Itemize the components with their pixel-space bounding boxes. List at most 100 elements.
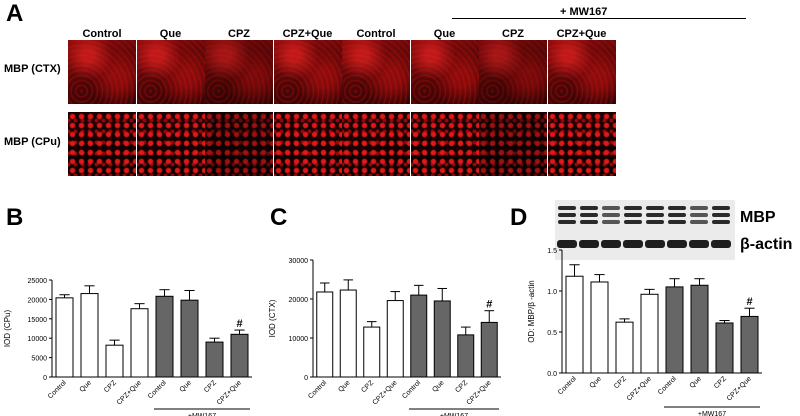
panel-d-letter: D xyxy=(510,204,528,231)
mbp-band-5 xyxy=(668,220,686,224)
panel-a-letter: A xyxy=(6,0,24,27)
panel-b-letter: B xyxy=(6,204,24,231)
micrograph-cpu-0 xyxy=(68,112,136,176)
x-tick-label: Que xyxy=(689,375,703,389)
actin-band-6 xyxy=(689,240,709,248)
mw167-group-label: + MW167 xyxy=(560,6,608,18)
column-label-7: CPZ+Que xyxy=(556,28,607,40)
mw167-group-line xyxy=(452,18,746,19)
bar xyxy=(410,294,428,378)
micrograph-ctx-4 xyxy=(342,40,410,104)
column-label-0: Control xyxy=(82,28,122,40)
bar xyxy=(457,334,475,378)
actin-band-3 xyxy=(623,240,643,248)
y-tick-label: 25000 xyxy=(28,278,48,285)
micrograph-cpu-2 xyxy=(205,112,273,176)
bar xyxy=(155,295,174,378)
y-tick-label: 10000 xyxy=(28,336,48,343)
row-label-cpu: MBP (CPu) xyxy=(4,136,61,148)
mbp-band-7 xyxy=(712,213,730,217)
significance-mark: # xyxy=(486,299,492,311)
scale-bar xyxy=(718,167,742,170)
mbp-band-3 xyxy=(624,206,642,210)
micrograph-ctx-7 xyxy=(547,40,616,104)
bar xyxy=(433,300,451,378)
x-tick-label: CPZ+Que xyxy=(466,379,493,406)
mbp-band-0 xyxy=(558,206,576,210)
mbp-band-0 xyxy=(558,213,576,217)
bar xyxy=(690,284,709,374)
mbp-band-6 xyxy=(690,220,708,224)
bar xyxy=(55,297,74,378)
y-tick-label: 1.5 xyxy=(547,248,557,255)
mbp-band-1 xyxy=(580,213,598,217)
micrograph-cpu-6 xyxy=(479,112,547,176)
group-label: +MW167 xyxy=(188,413,216,416)
micrograph-cpu-4 xyxy=(342,112,410,176)
mbp-band-4 xyxy=(646,220,664,224)
micrograph-cpu-7 xyxy=(547,112,616,176)
mbp-band-3 xyxy=(624,213,642,217)
blot-label-mbp: MBP xyxy=(740,209,776,226)
bar xyxy=(640,293,659,374)
mbp-band-6 xyxy=(690,206,708,210)
bar xyxy=(715,322,734,374)
micrograph-ctx-2 xyxy=(205,40,273,104)
mbp-band-7 xyxy=(712,206,730,210)
column-label-3: CPZ+Que xyxy=(282,28,333,40)
x-tick-label: CPZ+Que xyxy=(116,379,143,406)
mbp-band-3 xyxy=(624,220,642,224)
x-tick-label: Que xyxy=(337,379,351,393)
western-blot-image xyxy=(555,200,735,260)
x-tick-label: CPZ xyxy=(713,375,728,390)
mbp-band-2 xyxy=(602,220,620,224)
x-tick-label: Que xyxy=(79,379,93,393)
actin-band-0 xyxy=(557,240,577,248)
y-tick-label: 5000 xyxy=(31,356,47,363)
mbp-band-5 xyxy=(668,206,686,210)
bar xyxy=(740,315,759,374)
mbp-band-4 xyxy=(646,213,664,217)
y-tick-label: 20000 xyxy=(289,297,309,304)
actin-band-5 xyxy=(667,240,687,248)
x-tick-label: CPZ xyxy=(103,379,118,394)
bar xyxy=(615,321,634,374)
mbp-band-2 xyxy=(602,213,620,217)
micrograph-cpu-1 xyxy=(136,112,205,176)
actin-band-4 xyxy=(645,240,665,248)
y-tick-label: 0.0 xyxy=(547,371,557,378)
actin-band-2 xyxy=(601,240,621,248)
bar xyxy=(386,300,404,378)
y-tick-label: 0.5 xyxy=(547,330,557,337)
x-tick-label: Que xyxy=(179,379,193,393)
mbp-band-7 xyxy=(712,220,730,224)
y-tick-label: 20000 xyxy=(28,297,48,304)
bar xyxy=(80,293,99,378)
x-tick-label: Control xyxy=(401,379,422,400)
bar xyxy=(363,326,381,378)
actin-band-1 xyxy=(579,240,599,248)
y-tick-label: 0 xyxy=(304,375,308,382)
mbp-band-0 xyxy=(558,220,576,224)
bar xyxy=(316,291,334,378)
bar xyxy=(565,275,584,374)
micrograph-ctx-3 xyxy=(273,40,342,104)
x-tick-label: CPZ+Que xyxy=(372,379,399,406)
micrograph-ctx-1 xyxy=(136,40,205,104)
x-tick-label: Control xyxy=(657,375,678,396)
x-tick-label: CPZ xyxy=(454,379,469,394)
micrograph-ctx-0 xyxy=(68,40,136,104)
bar xyxy=(480,321,498,378)
y-tick-label: 10000 xyxy=(289,336,309,343)
y-axis-label: IOD (CPu) xyxy=(3,310,12,348)
mbp-band-4 xyxy=(646,206,664,210)
mbp-band-6 xyxy=(690,213,708,217)
chart-b: 0 5000 10000 15000 20000 25000 IOD (CPu) Contro… xyxy=(3,278,252,416)
x-tick-label: Control xyxy=(557,375,578,396)
x-tick-label: CPZ+Que xyxy=(216,379,243,406)
significance-mark: # xyxy=(236,318,242,330)
x-tick-label: CPZ xyxy=(360,379,375,394)
mbp-band-1 xyxy=(580,206,598,210)
x-tick-label: Control xyxy=(47,379,68,400)
micrograph-ctx-5 xyxy=(410,40,479,104)
